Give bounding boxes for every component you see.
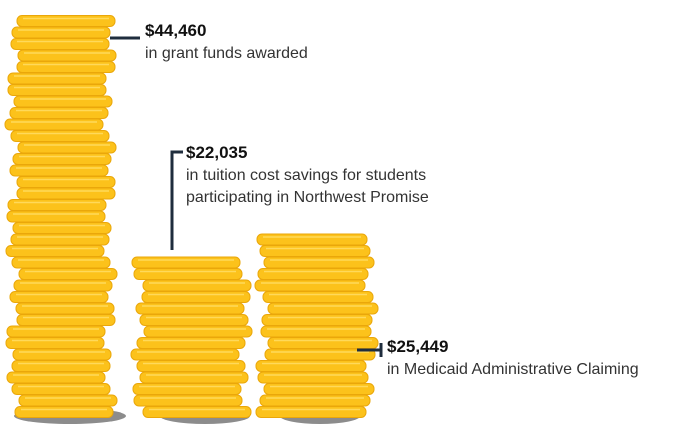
description: participating in Northwest Promise: [186, 189, 429, 206]
coin: [254, 279, 366, 292]
coin: [5, 245, 105, 257]
coin: [16, 15, 116, 27]
coin: [12, 348, 112, 361]
coin: [263, 383, 375, 395]
coin: [11, 26, 111, 39]
coin: [255, 360, 367, 372]
coin: [139, 314, 249, 326]
coin: [11, 256, 111, 269]
coin: [136, 337, 246, 349]
coin: [257, 371, 369, 384]
coin: [9, 107, 109, 119]
amount: $22,035: [186, 143, 247, 162]
coin: [18, 268, 118, 280]
coin: [130, 348, 240, 361]
coin: [16, 176, 116, 188]
description: in Medicaid Administrative Claiming: [387, 361, 639, 378]
coin: [263, 256, 375, 269]
coin: [13, 279, 113, 292]
coin: [259, 394, 371, 407]
coin: [259, 245, 371, 257]
coin: [136, 360, 246, 372]
coin: [17, 141, 117, 154]
coin: [133, 268, 243, 280]
coin: [6, 371, 106, 384]
coin: [18, 394, 118, 407]
connector: [170, 150, 183, 250]
coin: [9, 291, 109, 303]
coin: [256, 233, 368, 246]
coin: [267, 337, 379, 349]
coin-stacks: [4, 15, 379, 424]
coin: [139, 371, 249, 384]
coin: [16, 187, 116, 200]
coin: [10, 233, 110, 246]
coin: [143, 325, 253, 338]
coin: [9, 164, 109, 177]
coin: [7, 84, 107, 96]
coin: [12, 153, 112, 165]
coin: [132, 383, 242, 395]
coin: [141, 291, 251, 303]
coin: [142, 279, 252, 292]
coin: [11, 383, 111, 395]
coin: [13, 95, 113, 108]
coin: [260, 325, 372, 338]
coin: [5, 337, 105, 349]
description: in tuition cost savings for students: [186, 167, 426, 184]
connector: [357, 343, 383, 357]
coin: [11, 360, 111, 372]
coin: [133, 394, 243, 407]
coin: [16, 314, 116, 326]
coin: [7, 72, 107, 85]
coin: [261, 314, 373, 326]
coin: [17, 49, 117, 62]
amount: $44,460: [145, 21, 206, 40]
coin: [262, 291, 374, 303]
amount: $25,449: [387, 337, 448, 356]
coin: [15, 302, 115, 315]
coin: [4, 118, 104, 131]
coin: [135, 302, 245, 315]
coin: [10, 130, 110, 142]
coin: [6, 210, 106, 223]
coin: [7, 199, 107, 211]
coin: [16, 61, 116, 73]
coin: [142, 406, 252, 418]
coin: [255, 406, 367, 418]
coin: [12, 222, 112, 234]
coin: [131, 256, 241, 269]
description: in grant funds awarded: [145, 45, 308, 62]
coin: [6, 325, 106, 338]
coin: [14, 406, 114, 418]
coin: [257, 268, 369, 280]
coin: [10, 38, 110, 50]
coin: [267, 302, 379, 315]
